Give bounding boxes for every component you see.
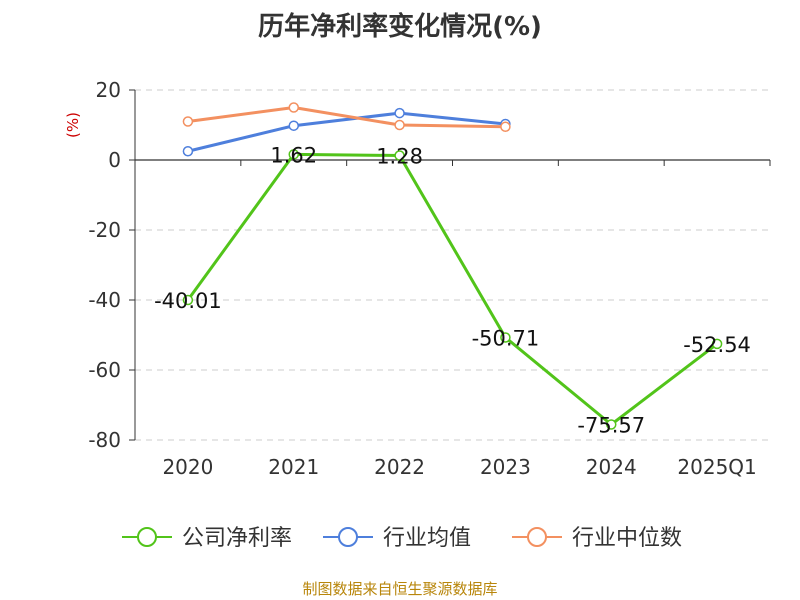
data-point [288, 149, 299, 160]
y-tick-label: -20 [88, 218, 121, 242]
data-point [394, 150, 405, 161]
legend-circle-icon [338, 527, 358, 547]
x-tick-label: 2022 [374, 455, 425, 479]
data-label: 1.28 [376, 145, 423, 169]
legend-item[interactable]: 行业均值 [323, 526, 471, 551]
series-line [187, 111, 506, 153]
y-axis-label: (%) [64, 112, 82, 138]
legend-item[interactable]: 行业中位数 [512, 526, 682, 551]
x-tick-label: 2023 [480, 455, 531, 479]
data-label: 1.62 [270, 143, 317, 167]
data-label: -50.71 [472, 326, 540, 350]
data-point [606, 419, 617, 430]
data-point [394, 119, 405, 131]
data-point [394, 107, 405, 119]
x-tick-label: 2025Q1 [677, 455, 756, 479]
legend-item[interactable]: 公司净利率 [122, 526, 292, 551]
x-tick-label: 2024 [586, 455, 637, 479]
data-point [288, 102, 299, 113]
data-label: -40.01 [154, 289, 222, 313]
data-point [500, 121, 511, 132]
grid-lines [135, 89, 770, 441]
legend-label: 公司净利率 [182, 526, 292, 551]
series-lines [182, 102, 723, 430]
legend-label: 行业中位数 [572, 526, 682, 551]
legend-circle-icon [137, 527, 157, 547]
data-point [500, 332, 511, 343]
x-tick-label: 2021 [268, 455, 319, 479]
legend-label: 行业均值 [383, 526, 471, 551]
y-tick-label: 0 [108, 148, 121, 172]
data-point [711, 338, 723, 350]
x-tick-label: 2020 [162, 455, 213, 479]
data-label: -75.57 [577, 413, 645, 437]
legend[interactable]: 公司净利率 行业均值 行业中位数 [122, 526, 682, 551]
legend-circle-icon [527, 527, 547, 547]
data-label: -52.54 [683, 333, 751, 357]
axes: 20 0 -20 -40 -60 -80 2020 2021 2022 2023 2024 2025Q… [64, 78, 771, 479]
series-line [186, 152, 718, 426]
chart-title: 历年净利率变化情况(%) [258, 12, 542, 42]
source-note: 制图数据来自恒生聚源数据库 [302, 580, 498, 598]
data-point [182, 116, 194, 127]
data-labels: -40.01 1.62 1.28 -50.71 -75.57 -52.54 [154, 143, 751, 437]
y-tick-label: -60 [88, 358, 121, 382]
data-point [182, 146, 194, 157]
y-tick-label: 20 [96, 78, 121, 102]
y-tick-label: -40 [88, 288, 121, 312]
series-line [187, 106, 506, 129]
y-tick-label: -80 [88, 428, 121, 452]
data-point [288, 120, 299, 131]
data-point [182, 294, 194, 306]
